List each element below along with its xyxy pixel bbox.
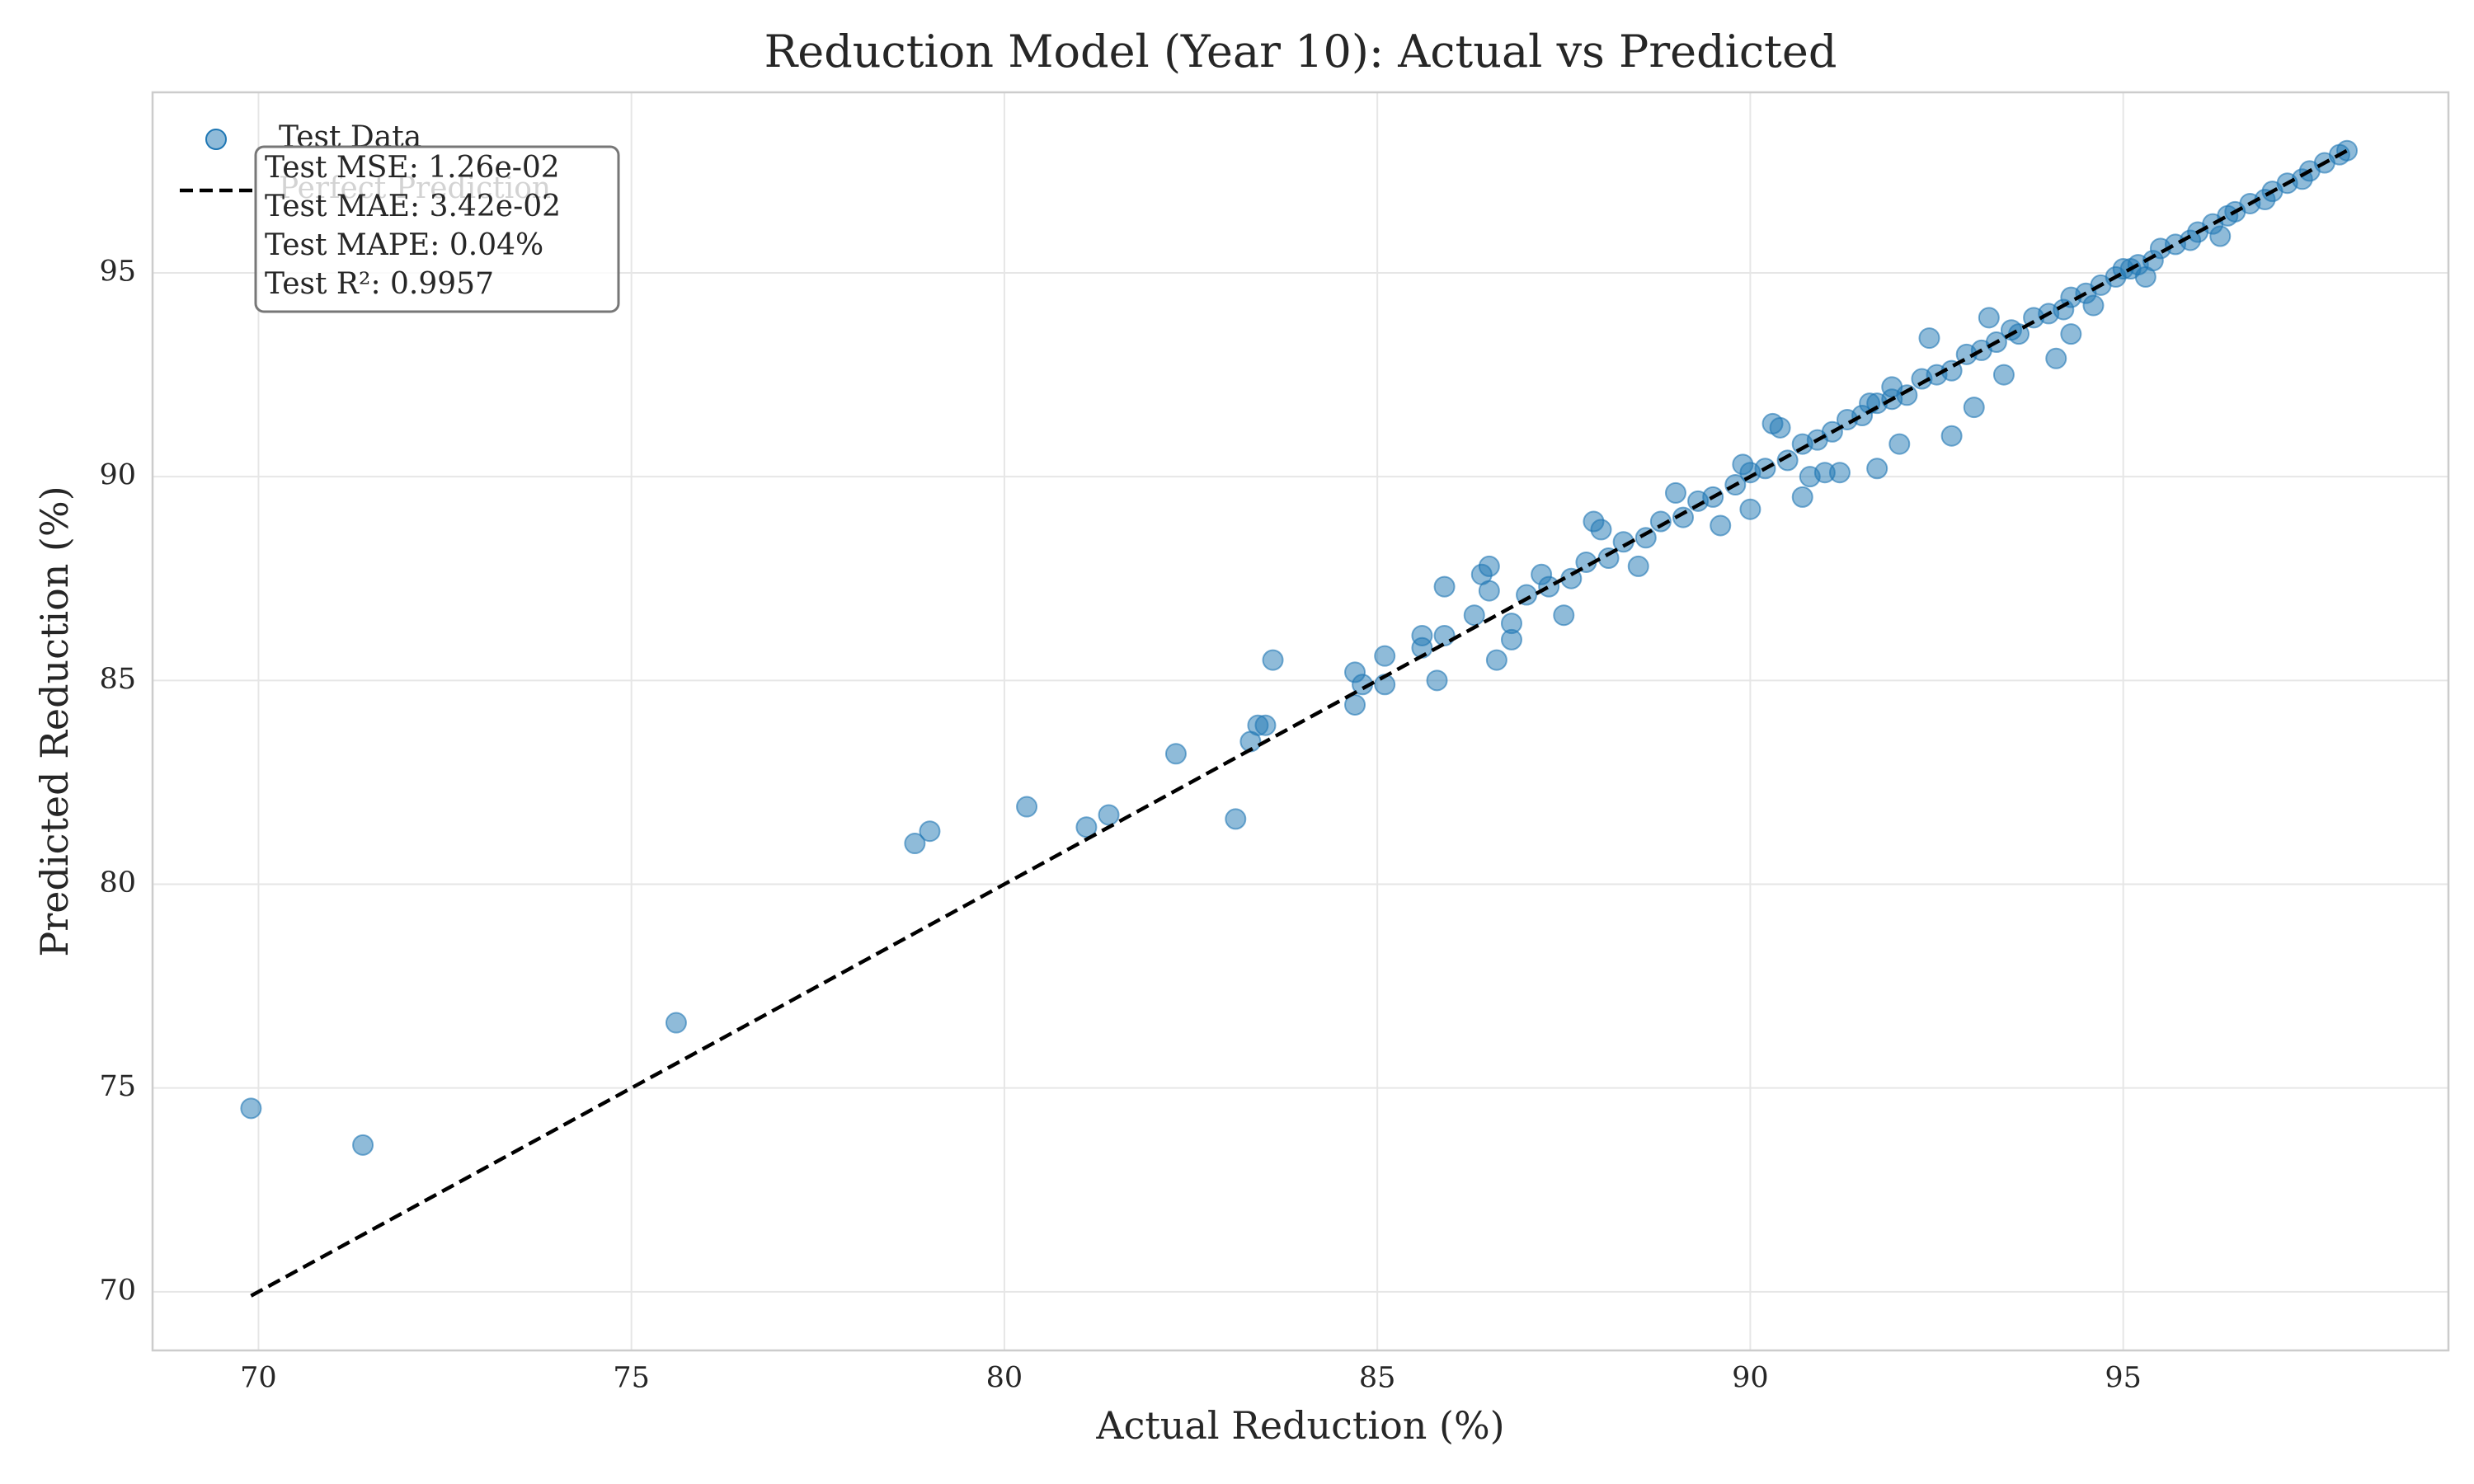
x-tick-label: 95 <box>2105 1362 2142 1395</box>
scatter-point <box>1918 327 1940 350</box>
scatter-point <box>1799 466 1821 488</box>
scatter-point <box>1649 510 1672 533</box>
scatter-point <box>665 1012 687 1034</box>
legend-marker <box>205 129 227 150</box>
scatter-point <box>1672 506 1694 528</box>
scatter-point <box>352 1134 374 1156</box>
scatter-point <box>1710 514 1732 537</box>
scatter-point <box>1590 519 1612 541</box>
scatter-point <box>1963 397 1985 419</box>
stats-text: Test R²: 0.9957 <box>265 267 494 301</box>
scatter-point <box>1374 645 1396 667</box>
scatter-point <box>1664 481 1686 504</box>
x-tick-label: 80 <box>986 1362 1023 1395</box>
scatter-point <box>1828 462 1851 484</box>
scatter-point <box>1978 307 2000 329</box>
x-tick-label: 70 <box>240 1362 277 1395</box>
scatter-point <box>1791 486 1813 508</box>
scatter-point <box>1262 649 1284 671</box>
scatter-point <box>1866 458 1888 480</box>
scatter-point <box>1478 580 1500 602</box>
y-tick-label: 80 <box>99 866 136 899</box>
scatter-point <box>1433 575 1456 598</box>
scatter-point <box>1634 527 1657 549</box>
scatter-point <box>1463 604 1485 627</box>
scatter-point <box>1776 449 1799 472</box>
scatter-point <box>1732 453 1754 476</box>
chart-title: Reduction Model (Year 10): Actual vs Pre… <box>764 26 1837 77</box>
scatter-point <box>1627 555 1649 577</box>
scatter-point <box>2209 225 2232 247</box>
scatter-point <box>2060 323 2082 345</box>
scatter-point <box>1344 693 1366 716</box>
scatter-point <box>2335 139 2358 162</box>
scatter-point <box>904 833 926 855</box>
scatter-point <box>1075 816 1098 838</box>
y-tick-label: 70 <box>99 1274 136 1307</box>
x-tick-label: 75 <box>613 1362 650 1395</box>
y-tick-label: 75 <box>99 1070 136 1103</box>
x-tick-label: 90 <box>1732 1362 1769 1395</box>
scatter-point <box>2082 294 2105 317</box>
y-tick-label: 85 <box>99 663 136 696</box>
scatter-point <box>1881 376 1903 398</box>
scatter-point <box>1992 364 2015 386</box>
scatter-point <box>1500 613 1522 635</box>
scatter-point <box>1433 624 1456 646</box>
y-tick-label: 95 <box>99 255 136 288</box>
stats-box <box>254 145 620 313</box>
scatter-point <box>919 820 941 843</box>
scatter-point <box>1739 498 1761 520</box>
plot-frame <box>151 91 2450 1352</box>
scatter-point <box>1538 575 1560 598</box>
scatter-point <box>1851 405 1874 427</box>
perfect-line <box>250 148 2349 1298</box>
stats-text: Test MSE: 1.26e-02 <box>265 151 560 185</box>
scatter-point <box>1553 604 1575 627</box>
x-tick-label: 85 <box>1359 1362 1396 1395</box>
x-axis-label: Actual Reduction (%) <box>1095 1403 1504 1448</box>
stats-text: Test MAE: 3.42e-02 <box>265 190 561 223</box>
scatter-point <box>1016 796 1038 818</box>
scatter-point <box>1940 425 1963 447</box>
stats-text: Test MAPE: 0.04% <box>265 228 543 262</box>
scatter-point <box>1164 743 1187 765</box>
scatter-point <box>240 1097 262 1120</box>
scatter-point <box>1888 433 1911 455</box>
scatter-point <box>1478 555 1500 577</box>
scatter-point <box>2045 347 2067 369</box>
scatter-point <box>1254 714 1277 736</box>
y-axis-label: Predicted Reduction (%) <box>32 486 77 956</box>
scatter-point <box>1485 649 1507 671</box>
scatter-point <box>1761 412 1784 434</box>
scatter-point <box>1098 804 1120 826</box>
scatter-point <box>1225 808 1247 830</box>
scatter-point <box>1426 669 1448 692</box>
scatter-point <box>2134 265 2157 288</box>
y-tick-label: 90 <box>99 459 136 492</box>
